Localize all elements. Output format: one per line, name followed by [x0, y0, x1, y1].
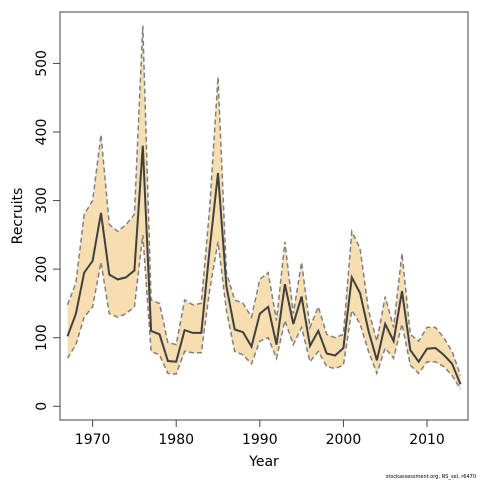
x-tick-label: 1990 [242, 432, 278, 448]
x-tick-label: 2000 [326, 432, 362, 448]
y-tick-label: 0 [34, 402, 50, 411]
credit-note: stockassessment.org, NS_sel, r6470 [386, 474, 476, 480]
estimate-line [66, 145, 462, 385]
y-axis: 0 100 200 300 400 500 [34, 50, 60, 411]
confidence-band [67, 25, 461, 390]
x-axis-title: Year [248, 454, 279, 470]
y-axis-title: Recruits [10, 188, 26, 245]
y-tick-label: 500 [34, 50, 50, 77]
x-axis: 1970 1980 1990 2000 2010 [75, 420, 445, 448]
x-tick-label: 1980 [158, 432, 194, 448]
plot-frame [59, 11, 469, 421]
x-tick-label: 2010 [409, 432, 445, 448]
y-tick-label: 100 [34, 324, 50, 351]
lower-bound-line [66, 234, 462, 390]
upper-bound-line [66, 25, 462, 376]
plot-area [66, 25, 462, 390]
y-tick-label: 300 [34, 187, 50, 214]
y-tick-label: 200 [34, 256, 50, 283]
y-tick-label: 400 [34, 119, 50, 146]
x-tick-label: 1970 [75, 432, 111, 448]
